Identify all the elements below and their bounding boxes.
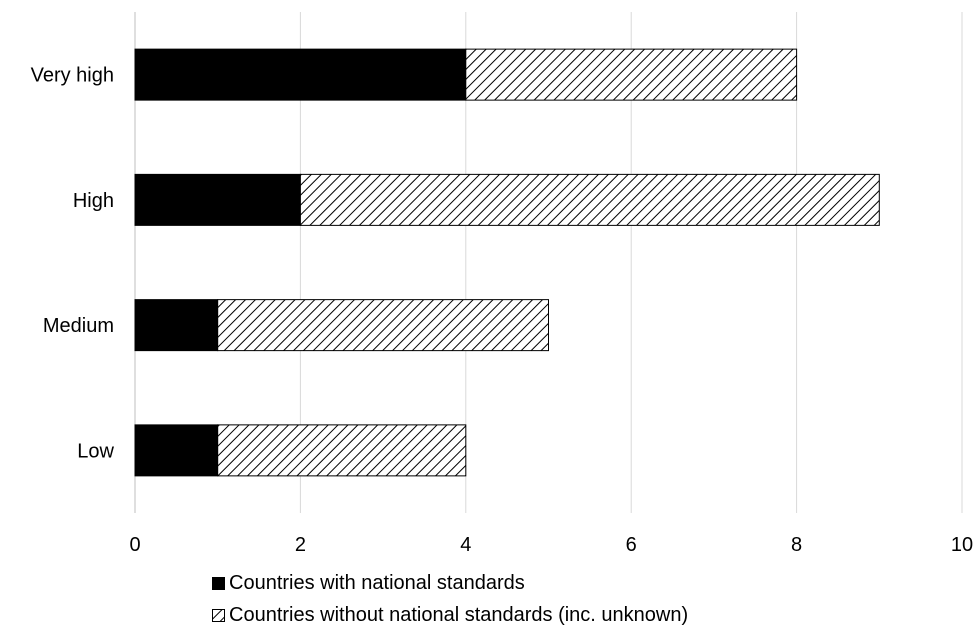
bar-medium-series-0 <box>134 299 219 352</box>
y-tick-label: Very high <box>31 65 114 87</box>
bar-low-series-0 <box>134 424 219 477</box>
x-tick-label: 8 <box>791 534 802 556</box>
x-tick-label: 6 <box>626 534 637 556</box>
bar-medium-series-1 <box>217 299 549 352</box>
x-tick-label: 0 <box>129 534 140 556</box>
bar-high-series-0 <box>134 173 301 226</box>
y-tick-label: Low <box>77 440 114 462</box>
x-tick-label: 10 <box>951 534 973 556</box>
bar-very-high-series-0 <box>134 48 467 101</box>
x-tick-label: 2 <box>295 534 306 556</box>
bar-very-high-series-1 <box>465 48 798 101</box>
x-tick-label: 4 <box>460 534 471 556</box>
bar-high-series-1 <box>299 173 880 226</box>
bar-low-series-1 <box>217 424 467 477</box>
y-tick-label: Medium <box>43 315 114 337</box>
x-axis-labels: 0 2 4 6 8 10 <box>129 534 973 556</box>
y-axis-labels: Very high High Medium Low <box>31 65 115 463</box>
bars <box>134 48 880 477</box>
y-tick-label: High <box>73 190 114 212</box>
